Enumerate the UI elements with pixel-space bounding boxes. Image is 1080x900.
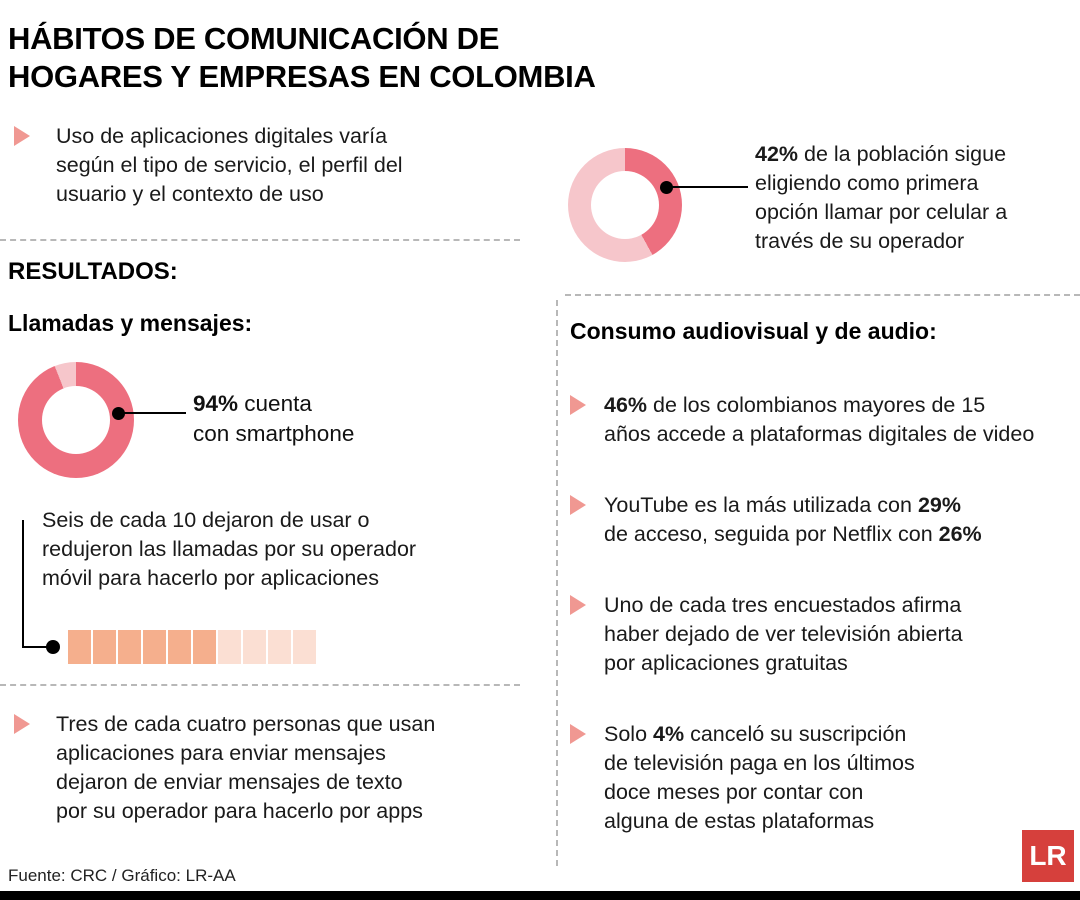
unit-square-6 (193, 630, 216, 664)
messages-bullet-text: Tres de cada cuatro personas que usan ap… (56, 712, 436, 823)
donut-hole (42, 386, 110, 454)
unit-square-10 (293, 630, 316, 664)
connector-vertical-line (22, 520, 24, 648)
lr-logo: LR (1022, 830, 1074, 882)
unit-square-4 (143, 630, 166, 664)
triangle-bullet-icon (570, 595, 586, 615)
six-of-ten-text: Seis de cada 10 dejaron de usar o reduje… (42, 508, 417, 590)
unit-squares-chart (68, 630, 316, 664)
text-run: de la población sigue eligiendo como pri… (755, 142, 1008, 253)
unit-square-7 (218, 630, 241, 664)
smartphone-callout-line (122, 412, 186, 414)
source-credit: Fuente: CRC / Gráfico: LR-AA (8, 866, 236, 885)
unit-square-3 (118, 630, 141, 664)
triangle-bullet-icon (14, 126, 30, 146)
triangle-bullet-icon (14, 714, 30, 734)
calls-donut-chart (568, 148, 682, 262)
bullet-item-2: YouTube es la más utilizada con 29% de a… (570, 491, 1075, 549)
consumo-section: Consumo audiovisual y de audio: 46% de l… (570, 318, 1075, 836)
results-heading: RESULTADOS: (8, 258, 178, 285)
text-run: Uno de cada tres encuestados afirma habe… (604, 593, 963, 675)
smartphone-donut-chart (18, 362, 134, 478)
divider-vertical (556, 300, 558, 866)
section-consumo-title: Consumo audiovisual y de audio: (570, 318, 937, 344)
text-run: de los colombianos mayores de 15 años ac… (604, 393, 1035, 446)
bullet-item-4: Solo 4% canceló su suscripción de televi… (570, 720, 1075, 836)
unit-square-8 (243, 630, 266, 664)
divider-left-bottom (0, 684, 520, 686)
triangle-bullet-icon (570, 395, 586, 415)
stat-value: 94% (193, 391, 239, 416)
intro-note: Uso de aplicaciones digitales varía segú… (14, 122, 484, 209)
bottom-bar (0, 891, 1080, 900)
messages-bullet: Tres de cada cuatro personas que usan ap… (14, 710, 504, 826)
connector-dot (46, 640, 60, 654)
smartphone-callout-dot (112, 407, 125, 420)
triangle-bullet-icon (570, 495, 586, 515)
calls-callout-dot (660, 181, 673, 194)
triangle-bullet-icon (570, 724, 586, 744)
stat-value: 26% (938, 522, 982, 546)
intro-text: Uso de aplicaciones digitales varía segú… (56, 124, 403, 206)
stat-value: 42% (755, 142, 799, 166)
divider-left-top (0, 239, 520, 241)
bullet-text: YouTube es la más utilizada con 29% de a… (604, 491, 982, 549)
bullet-item-3: Uno de cada tres encuestados afirma habe… (570, 591, 1075, 678)
text-run: Solo (604, 722, 654, 746)
calls-callout-line (670, 186, 748, 188)
unit-square-2 (93, 630, 116, 664)
unit-square-5 (168, 630, 191, 664)
donut-hole (591, 171, 659, 239)
smartphone-callout: 94% cuenta con smartphone (193, 389, 354, 449)
stat-value: 4% (653, 722, 685, 746)
stat-value: 29% (917, 493, 961, 517)
divider-right-top (565, 294, 1080, 296)
bullet-item-1: 46% de los colombianos mayores de 15 año… (570, 391, 1075, 449)
connector-horizontal-line (22, 646, 50, 648)
calls-callout: 42% de la población sigue eligiendo como… (755, 140, 1007, 256)
text-run: cuenta con smartphone (193, 391, 355, 446)
bullet-text: Uno de cada tres encuestados afirma habe… (604, 591, 963, 678)
section-llamadas-title: Llamadas y mensajes: (8, 310, 253, 336)
bullet-text: Solo 4% canceló su suscripción de televi… (604, 720, 915, 836)
unit-square-9 (268, 630, 291, 664)
text-run: de acceso, seguida por Netflix con (604, 522, 933, 546)
bullet-text: 46% de los colombianos mayores de 15 año… (604, 391, 1034, 449)
text-run: YouTube es la más utilizada con (604, 493, 918, 517)
consumo-bullet-list: 46% de los colombianos mayores de 15 año… (570, 391, 1075, 836)
unit-square-1 (68, 630, 91, 664)
stat-value: 46% (604, 393, 648, 417)
page-title: HÁBITOS DE COMUNICACIÓN DE HOGARES Y EMP… (8, 21, 596, 94)
text-run: canceló su suscripción de televisión pag… (604, 722, 915, 833)
